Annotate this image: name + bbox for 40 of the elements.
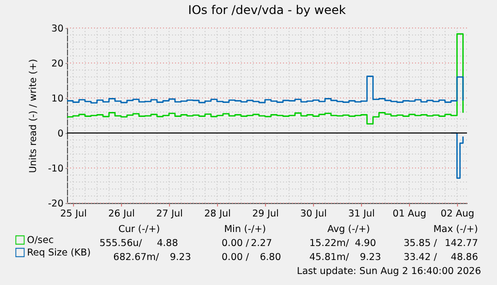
text: Avg (-/+)	[327, 224, 370, 235]
text: 142.77	[444, 238, 478, 249]
text: 555.56u/	[100, 238, 143, 249]
x-tick-label: 31 Jul	[348, 208, 375, 220]
text: 0.00 /	[222, 252, 250, 263]
text: 2.27	[250, 238, 272, 249]
y-tick-label: 20	[51, 58, 64, 70]
y-tick-label: -20	[48, 198, 64, 210]
x-tick-label: 29 Jul	[252, 208, 279, 220]
text: Cur (-/+)	[118, 224, 160, 235]
text: 45.81m/	[309, 252, 350, 263]
text: 6.80	[260, 252, 281, 263]
text: 682.67m/	[113, 252, 160, 263]
y-axis-title: Units read (-) / write (+)	[28, 58, 39, 174]
x-tick-label: 27 Jul	[156, 208, 183, 220]
x-tick-label: 02 Aug	[440, 208, 474, 220]
x-tick-label: 01 Aug	[392, 208, 426, 220]
text: 33.42 /	[404, 252, 438, 263]
x-tick-label: 30 Jul	[300, 208, 327, 220]
text: Last update: Sun Aug 2 16:40:00 2026	[296, 266, 481, 277]
text: 9.23	[170, 252, 191, 263]
text: Min (-/+)	[224, 224, 266, 235]
text: 4.88	[156, 238, 178, 249]
text: 48.86	[450, 252, 478, 263]
y-tick-label: 10	[51, 94, 64, 104]
text: 35.85 /	[404, 238, 438, 249]
text: 0.00 /	[222, 238, 250, 249]
text: 4.90	[354, 238, 376, 249]
y-tick-label: 0	[57, 128, 64, 140]
legend-label: O/sec	[27, 235, 54, 246]
x-tick-label: 28 Jul	[204, 208, 231, 220]
y-tick-label: -10	[48, 164, 64, 174]
y-tick-label: 30	[51, 24, 64, 34]
text: Max (-/+)	[433, 224, 478, 235]
x-tick-label: 25 Jul	[60, 208, 87, 220]
text: 9.23	[360, 252, 381, 263]
legend-label: Req Size (KB)	[27, 248, 91, 258]
x-tick-label: 26 Jul	[108, 208, 135, 220]
text: 15.22m/	[309, 238, 350, 249]
chart-title: IOs for /dev/vda - by week	[188, 3, 346, 17]
